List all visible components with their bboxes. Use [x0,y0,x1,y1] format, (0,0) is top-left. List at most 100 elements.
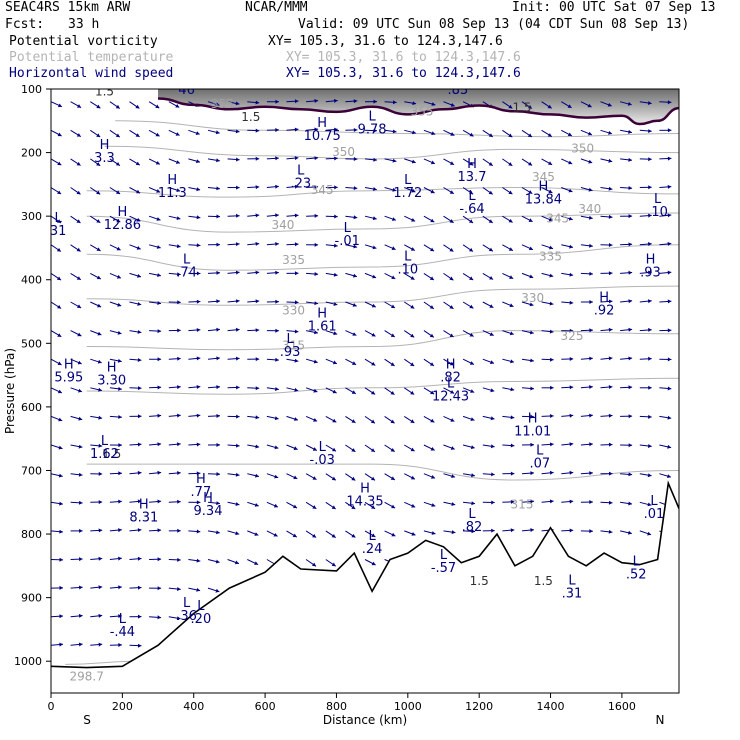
wind-arrowhead [236,385,240,390]
extremum-value-label: 5.95 [54,371,83,386]
field-name-pv: Potential vorticity [9,34,158,49]
wind-arrowhead [449,219,454,223]
wind-arrowhead [667,213,672,218]
extremum-value-label: 12.86 [104,218,141,233]
extremum-type-label: L [286,332,294,347]
extremum-marker: L.10 [647,192,668,220]
wind-arrowhead [589,413,593,418]
wind-arrowhead [568,188,573,193]
wind-arrowhead [510,359,514,364]
wind-arrowhead [137,499,142,504]
wind-arrowhead [118,415,122,419]
x-tick-label: 600 [255,700,276,713]
wind-arrowhead [469,247,473,252]
wind-arrowhead [115,162,120,166]
wind-arrowhead [334,156,338,161]
wind-arrowhead [589,385,593,389]
wind-arrowhead [589,471,593,476]
wind-arrowhead [57,190,62,194]
wind-arrowhead [667,299,672,304]
wind-arrowhead [352,303,357,307]
wind-arrowhead [569,499,574,504]
extremum-value-label: .20 [191,612,212,627]
wind-arrowhead [608,271,613,276]
wind-arrowhead [429,305,434,309]
wind-arrowhead [608,442,613,447]
wind-arrowhead [588,131,592,136]
wind-arrowhead [430,218,435,223]
wind-arrowhead [196,529,201,534]
wind-arrowhead [295,271,299,276]
wind-arrowhead [216,327,220,332]
wind-arrowhead [98,500,103,505]
wind-arrowhead [98,556,103,561]
wind-arrowhead [157,329,162,334]
wind-arrowhead [410,276,415,280]
wind-arrowhead [331,476,336,481]
wind-arrowhead [569,272,574,277]
wind-arrowhead [235,502,240,506]
wind-arrowhead [57,132,62,137]
wind-arrowhead [351,419,356,423]
wind-arrowhead [313,388,318,393]
x-tick-label: 1400 [537,700,565,713]
wind-arrowhead [450,446,455,450]
wind-arrowhead [254,561,259,565]
extremum-type-label: L [404,173,412,188]
wind-arrowhead [587,103,592,108]
wind-arrowhead [371,561,376,566]
theta-contour-350 [104,145,679,160]
wind-arrowhead [294,213,299,218]
wind-arrowhead [118,443,122,448]
wind-arrowhead [156,217,161,221]
wind-arrowhead [450,390,455,394]
extremum-value-label: -.57 [431,561,456,576]
wind-arrowhead [216,186,220,191]
wind-arrowhead [488,162,493,166]
y-tick-label: 600 [21,401,42,414]
wind-arrowhead [255,357,260,362]
wind-arrowhead [351,533,356,538]
wind-arrowhead [176,188,181,192]
wind-arrowhead [59,585,63,590]
wind-arrowhead [177,471,181,475]
extremum-marker: L-.03 [310,440,335,468]
extremum-marker: H8.31 [129,497,158,525]
wind-arrowhead [177,272,181,277]
extremum-marker: H13.84 [525,179,562,207]
wind-arrowhead [450,418,455,422]
wind-arrowhead [648,299,652,304]
wind-arrowhead [274,416,279,421]
extremum-type-label: L [101,434,109,449]
wind-arrowhead [177,587,181,591]
extremum-marker: L.01 [644,494,665,522]
wind-arrowhead [449,333,454,337]
y-tick-label: 800 [21,528,42,541]
wind-arrowhead [175,104,180,108]
extremum-marker: H46 [178,89,195,98]
wind-arrowhead [549,499,554,504]
wind-arrowhead [275,156,279,161]
wind-arrowhead [373,99,377,104]
wind-arrowhead [137,358,142,362]
wind-arrowhead [353,157,358,161]
wind-arrowhead [177,499,181,504]
extremum-marker: L9.78 [358,110,387,138]
wind-arrowhead [236,356,240,361]
wind-arrowhead [530,499,534,504]
wind-arrowhead [430,189,435,194]
wind-arrowhead [235,270,240,275]
wind-arrowhead [371,303,376,308]
wind-arrowhead [589,529,593,534]
extremum-marker: L.52 [626,555,647,583]
wind-arrowhead [78,642,83,647]
wind-arrowhead [59,557,63,562]
extremum-type-label: H [139,497,149,512]
wind-arrowhead [469,361,474,365]
wind-arrowhead [608,214,613,219]
wind-arrowhead [215,130,220,135]
wind-arrowhead [216,530,220,535]
wind-arrowhead [98,613,103,618]
wind-arrowhead [411,188,416,193]
wind-arrowhead [430,390,435,395]
